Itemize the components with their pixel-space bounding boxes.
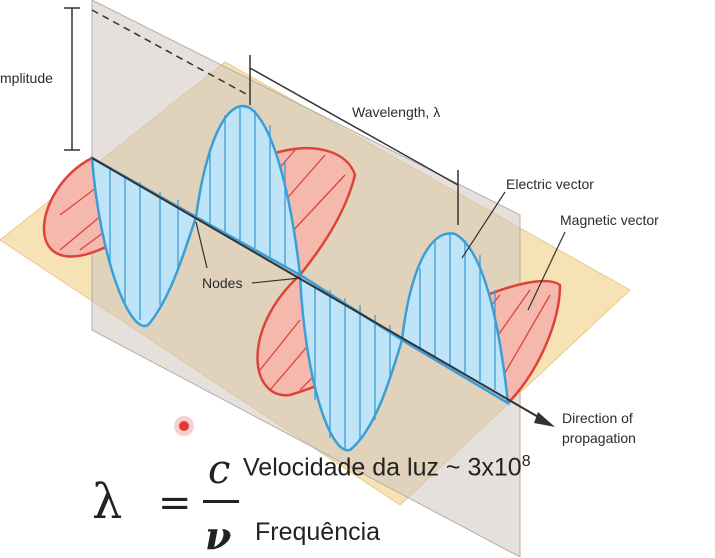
magnetic-vector-label: Magnetic vector <box>560 212 659 228</box>
pointer-marker <box>174 416 194 436</box>
electric-wave <box>90 104 510 452</box>
direction-label-line2: propagation <box>562 430 636 446</box>
amplitude-marker <box>64 7 249 151</box>
electric-lobe <box>90 155 198 328</box>
electric-lobe <box>298 272 404 452</box>
electric-lobe <box>194 104 302 278</box>
speed-of-light-exponent: 8 <box>521 453 531 470</box>
propagation-axis <box>91 157 555 427</box>
electric-lobe <box>400 232 510 406</box>
wavelength-bracket <box>249 55 459 225</box>
nodes-leader-1 <box>195 221 208 269</box>
speed-of-light-note: Velocidade da luz ~ 3x108 <box>243 453 531 482</box>
amplitude-label: mplitude <box>0 70 53 86</box>
wavelength-label: Wavelength, λ <box>352 104 441 120</box>
electric-vector-leader <box>461 191 506 259</box>
formula-numerator: c <box>208 447 231 493</box>
direction-label: Direction of propagation <box>562 408 636 448</box>
formula-lambda: λ <box>92 474 123 530</box>
nodes-label: Nodes <box>202 275 243 291</box>
formula-equals: = <box>158 480 192 526</box>
formula-denominator: ν <box>205 513 232 558</box>
nodes-leader-2 <box>251 277 301 284</box>
speed-of-light-text: Velocidade da luz ~ 3x10 <box>243 453 522 482</box>
electric-vector-label: Electric vector <box>506 176 594 192</box>
frequency-note: Frequência <box>255 518 381 546</box>
fraction-bar <box>203 500 239 503</box>
direction-label-line1: Direction of <box>562 410 633 426</box>
arrow-head-icon <box>534 412 555 427</box>
magnetic-vector-leader <box>527 231 566 311</box>
